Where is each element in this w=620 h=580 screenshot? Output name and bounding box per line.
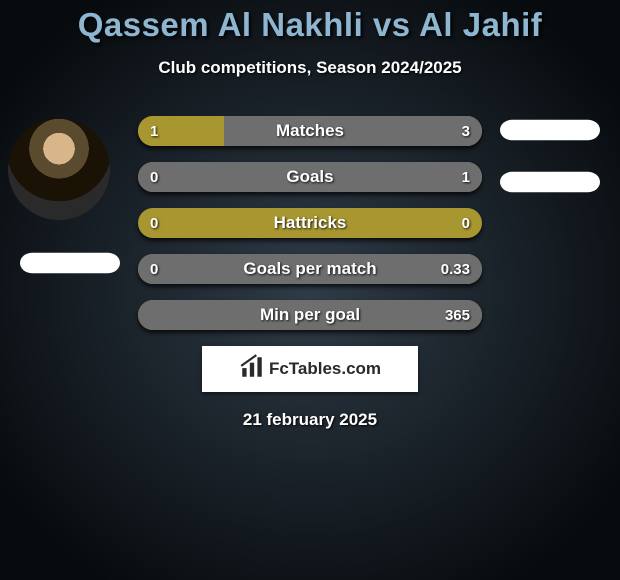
bar-label: Min per goal [138, 300, 482, 330]
bar-label: Hattricks [138, 208, 482, 238]
stat-bar-row: Hattricks0 0 [138, 208, 482, 238]
bar-left-value: 0 [150, 208, 158, 238]
stat-bar-row: Matches1 3 [138, 116, 482, 146]
fctables-badge[interactable]: FcTables.com [202, 346, 418, 392]
player-left-avatar [8, 118, 110, 220]
content-area: Matches13Goals01Hattricks00Goals per mat… [0, 116, 620, 330]
stat-bar-row: Goals per match0 0.33 [138, 254, 482, 284]
player-left-name-pill [20, 253, 120, 273]
stat-bar-row: Min per goal365 [138, 300, 482, 330]
comparison-card: Qassem Al Nakhli vs Al Jahif Club compet… [0, 0, 620, 580]
bar-left-value: 0 [150, 162, 158, 192]
bar-right-value: 365 [445, 300, 470, 330]
subtitle: Club competitions, Season 2024/2025 [0, 58, 620, 78]
fctables-label: FcTables.com [269, 359, 381, 379]
stat-bars: Matches13Goals01Hattricks00Goals per mat… [138, 116, 482, 330]
player-right-name-pill-1 [500, 120, 600, 140]
bar-label: Goals per match [138, 254, 482, 284]
bar-right-value: 1 [462, 162, 470, 192]
bar-right-value: 0 [462, 208, 470, 238]
bar-left-value: 1 [150, 116, 158, 146]
bar-right-value: 3 [462, 116, 470, 146]
bar-left-value: 0 [150, 254, 158, 284]
page-title: Qassem Al Nakhli vs Al Jahif [0, 6, 620, 44]
chart-icon [239, 354, 265, 385]
bar-label: Matches [138, 116, 482, 146]
date-text: 21 february 2025 [0, 410, 620, 430]
stat-bar-row: Goals0 1 [138, 162, 482, 192]
bar-label: Goals [138, 162, 482, 192]
bar-right-value: 0.33 [441, 254, 470, 284]
player-right-name-pill-2 [500, 172, 600, 192]
